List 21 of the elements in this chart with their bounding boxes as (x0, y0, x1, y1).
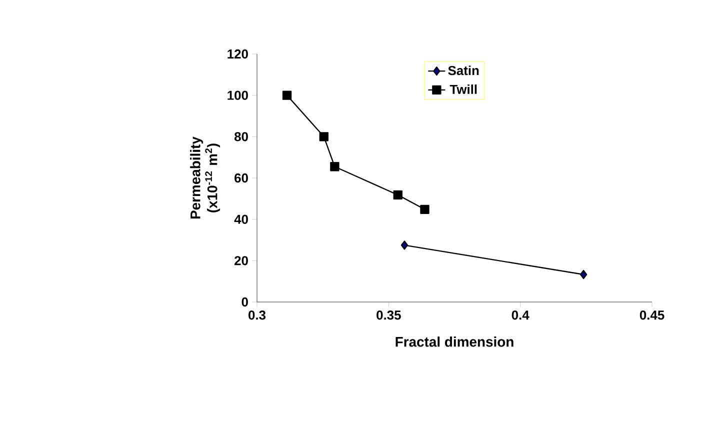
y-tick-label: 100 (228, 90, 248, 100)
legend-label: Twill (450, 84, 477, 94)
x-tick-label: 0.35 (376, 310, 401, 320)
x-tick-label: 0.4 (512, 310, 530, 320)
point (330, 162, 340, 172)
y-tick-label: 60 (234, 173, 248, 183)
y-tick-label: 120 (228, 49, 248, 59)
point (400, 240, 408, 250)
x-tick-label: 0.45 (640, 310, 664, 320)
point (282, 90, 292, 100)
x-tick-label: 0.3 (248, 310, 266, 320)
y-tick-label: 0 (242, 297, 248, 307)
point (420, 204, 430, 214)
legend-label: Satin (448, 66, 479, 76)
point (319, 132, 328, 142)
point (393, 190, 402, 200)
y-tick-label: 40 (234, 214, 248, 224)
point (580, 270, 588, 280)
y-tick-label: 20 (234, 256, 248, 266)
y-tick-label: 80 (234, 132, 248, 142)
x-axis-title: Fractal dimension (396, 336, 514, 347)
